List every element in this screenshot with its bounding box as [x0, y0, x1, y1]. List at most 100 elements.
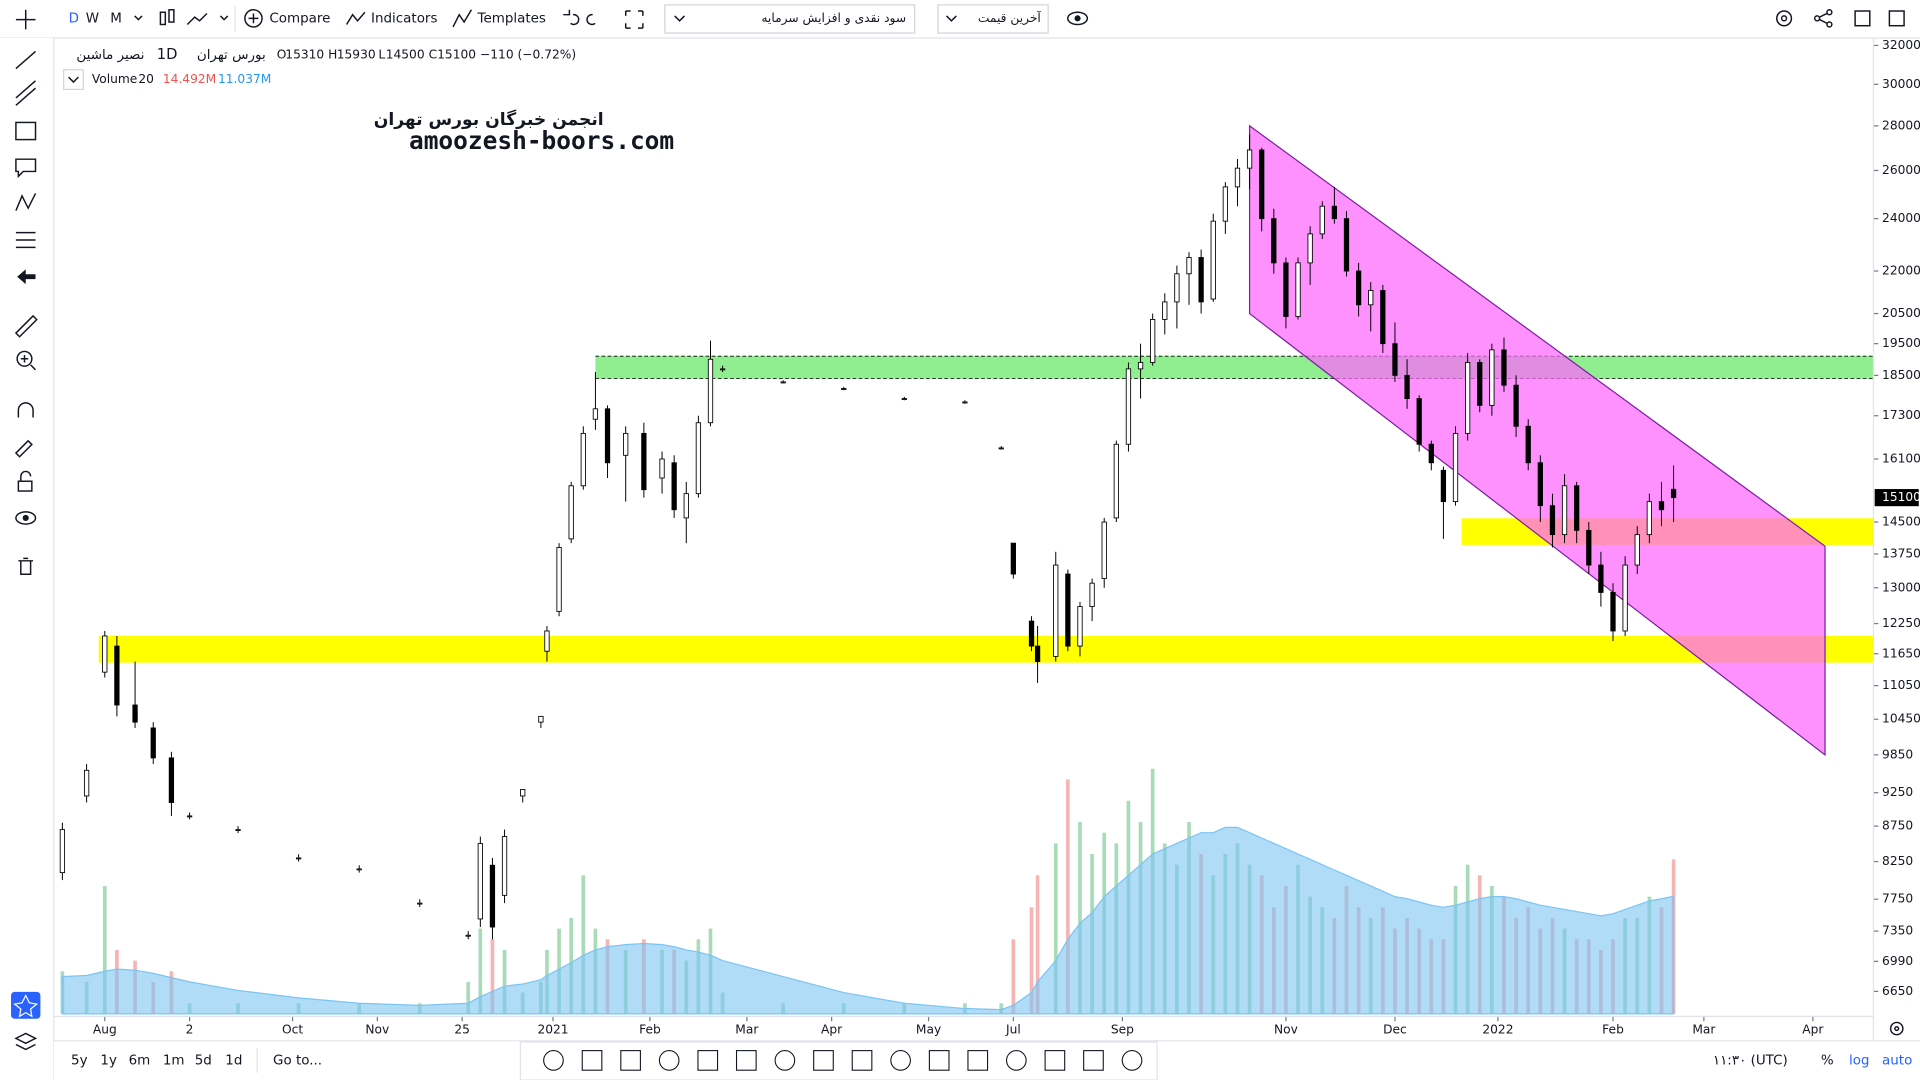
prediction-tool[interactable]	[15, 231, 36, 249]
range-button[interactable]: 1m	[163, 1053, 185, 1068]
y-tick-label: 32000	[1882, 38, 1920, 52]
favorites-button[interactable]	[11, 991, 41, 1019]
candle-body	[1307, 233, 1313, 264]
indicator-icon[interactable]	[186, 12, 208, 26]
drawing-tool-button[interactable]	[735, 1050, 757, 1071]
trendline-tool[interactable]	[15, 50, 36, 70]
watermark-site: amoozesh-boors.com	[409, 126, 674, 155]
interval-button[interactable]: W	[86, 11, 99, 26]
x-tick-label: Jul	[1005, 1022, 1021, 1036]
candle-body	[1113, 443, 1119, 519]
candle-body	[998, 447, 1004, 450]
hide-tool[interactable]	[15, 511, 37, 525]
dividend-dropdown[interactable]	[664, 4, 916, 34]
snapshot-button[interactable]	[1854, 10, 1871, 27]
drawing-tool-button[interactable]	[813, 1050, 834, 1071]
text-tool[interactable]	[15, 158, 37, 179]
range-button[interactable]: 6m	[129, 1053, 151, 1068]
templates-label[interactable]: Templates	[477, 11, 546, 26]
candle-body	[568, 485, 574, 540]
y-tick-label: 8750	[1882, 819, 1913, 833]
x-tick-label: Oct	[282, 1022, 303, 1036]
magnet-tool[interactable]	[17, 402, 34, 418]
drawing-tool-button[interactable]	[967, 1050, 989, 1071]
drawing-tool-button[interactable]	[543, 1050, 564, 1071]
candle-body	[1077, 606, 1083, 647]
share-button[interactable]	[1813, 9, 1833, 28]
range-button[interactable]: 1d	[225, 1053, 242, 1068]
drawing-tool-button[interactable]	[697, 1050, 719, 1071]
volume-bar	[466, 981, 471, 1014]
legend-collapse[interactable]	[63, 69, 84, 90]
drawing-tool-button[interactable]	[1083, 1050, 1104, 1071]
compare-label[interactable]: Compare	[269, 11, 330, 26]
delete-tool[interactable]	[18, 557, 34, 576]
y-tick-label: 9250	[1882, 785, 1913, 799]
crosshair-tool[interactable]	[15, 9, 36, 30]
drawing-tool-button[interactable]	[658, 1050, 680, 1071]
range-button[interactable]: 5y	[71, 1053, 88, 1068]
interval-button[interactable]: M	[110, 11, 122, 26]
lock-drawing-tool[interactable]	[14, 439, 33, 458]
lock-tool[interactable]	[17, 470, 33, 492]
x-tick-label: May	[916, 1022, 941, 1036]
drawing-tool-button[interactable]	[581, 1050, 603, 1071]
ohlc-label: L	[378, 48, 385, 62]
back-tool[interactable]	[17, 269, 36, 285]
volume-bar	[502, 949, 507, 1014]
drawing-tool-button[interactable]	[774, 1050, 796, 1071]
volume-label: Volume	[92, 72, 138, 86]
zoom-tool[interactable]	[16, 350, 37, 371]
x-tick-label: 2022	[1482, 1022, 1513, 1036]
price-dropdown-label[interactable]: آخرین قیمت	[978, 10, 1042, 26]
chart-type-button[interactable]	[159, 9, 175, 26]
dropdown-arrow[interactable]	[674, 15, 686, 22]
ruler-tool[interactable]	[14, 314, 38, 338]
compare-button[interactable]: Compare	[244, 9, 331, 28]
undo-button[interactable]	[563, 9, 580, 26]
volume-bar	[1053, 843, 1058, 1014]
plot: 32000 30000 28000 26000 24000 22000 20500 19500…	[59, 38, 1920, 1036]
redo-button[interactable]	[586, 13, 596, 26]
dropdown-arrow[interactable]	[946, 15, 957, 22]
settings-button[interactable]	[1776, 10, 1793, 27]
panel-button[interactable]	[1888, 10, 1905, 27]
templates-button[interactable]: Templates	[452, 9, 546, 28]
fullscreen-button[interactable]	[624, 10, 644, 29]
pitchfork-tool[interactable]	[15, 80, 36, 106]
drawing-tool-button[interactable]	[851, 1050, 873, 1071]
drawing-tool-button[interactable]	[928, 1050, 950, 1071]
percent-button[interactable]: %	[1821, 1053, 1834, 1068]
candle-body	[1670, 488, 1677, 499]
auto-button[interactable]: auto	[1882, 1053, 1912, 1068]
candle-body	[1574, 485, 1580, 531]
visibility-button[interactable]	[1067, 11, 1089, 26]
dividend-dropdown-label[interactable]: سود نقدی و افزایش سرمایه	[761, 11, 906, 26]
y-tick-label: 6990	[1882, 954, 1913, 968]
range-button[interactable]: 5d	[195, 1053, 212, 1068]
drawing-tool-button[interactable]	[620, 1050, 641, 1071]
log-button[interactable]: log	[1849, 1053, 1870, 1068]
price-dropdown[interactable]	[937, 4, 1049, 34]
interval-button[interactable]: D	[69, 11, 79, 26]
candle-body	[1028, 620, 1035, 647]
candle-body	[1162, 301, 1168, 320]
drawing-tool-button[interactable]	[1121, 1050, 1143, 1071]
drawing-tool-button[interactable]	[890, 1050, 911, 1071]
indicators-label[interactable]: Indicators	[371, 11, 437, 26]
candle-body	[1089, 582, 1095, 608]
dropdown-arrow[interactable]	[134, 15, 143, 21]
dropdown-arrow[interactable]	[219, 15, 229, 21]
candle-body	[1489, 349, 1495, 406]
pattern-tool[interactable]	[15, 193, 37, 211]
shape-tool[interactable]	[15, 121, 37, 141]
indicators-button[interactable]: Indicators	[345, 11, 438, 26]
drawing-tool-button[interactable]	[1044, 1050, 1066, 1071]
drawing-tool-button[interactable]	[1005, 1050, 1027, 1071]
goto-button[interactable]: Go to...	[273, 1053, 322, 1068]
ohlc-value: 15100	[437, 48, 476, 62]
axis-settings[interactable]	[1889, 1021, 1904, 1036]
layers-button[interactable]	[14, 1032, 38, 1051]
range-button[interactable]: 1y	[100, 1053, 117, 1068]
candle-body	[465, 934, 471, 937]
